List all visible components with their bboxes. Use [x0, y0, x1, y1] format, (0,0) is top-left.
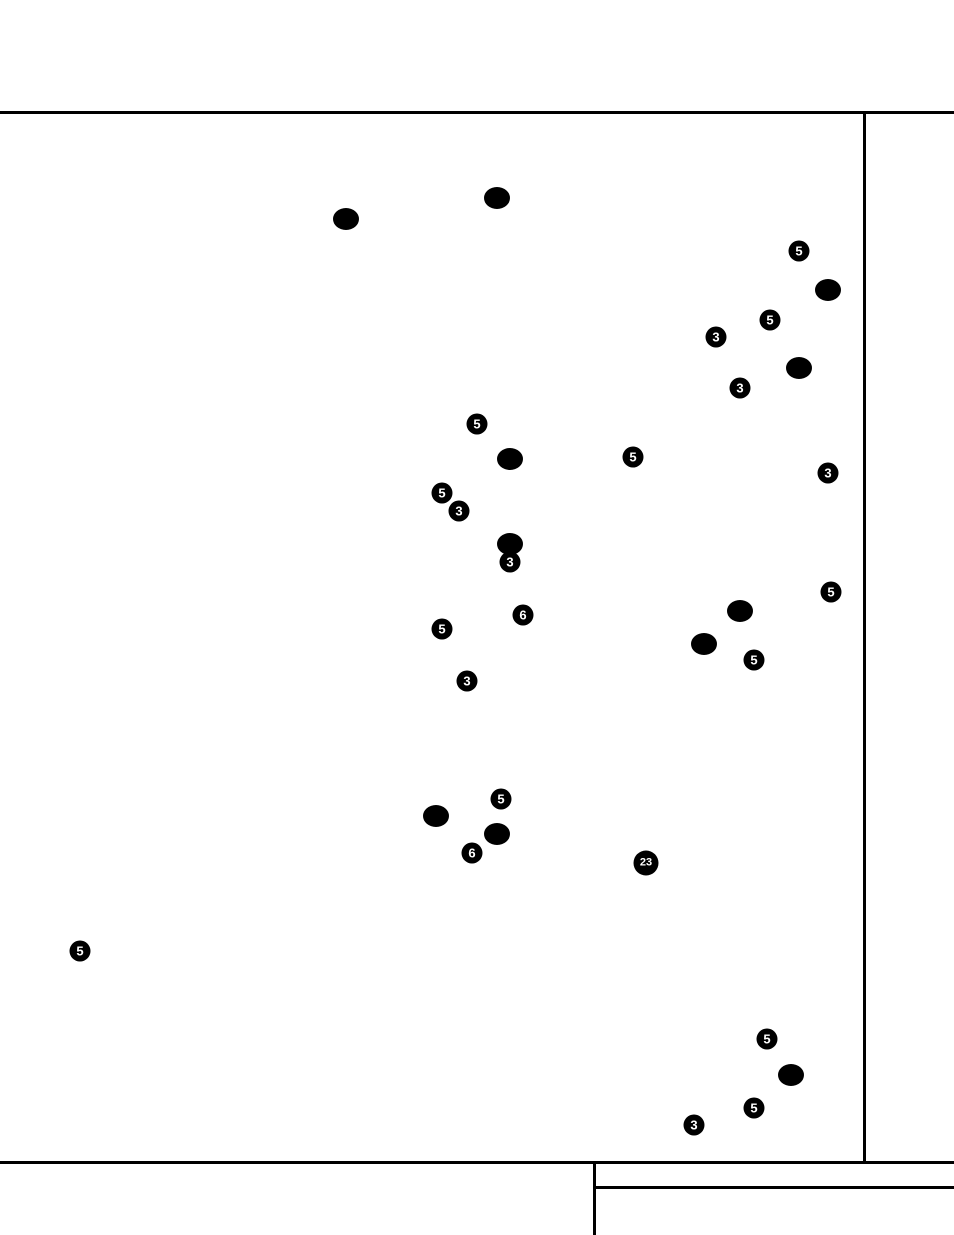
scatter-dot [497, 448, 523, 470]
frame-line [593, 1161, 596, 1235]
numbered-marker: 3 [818, 463, 839, 484]
numbered-marker: 5 [744, 650, 765, 671]
numbered-marker: 23 [634, 851, 659, 876]
numbered-marker: 3 [449, 501, 470, 522]
scatter-dot [484, 823, 510, 845]
numbered-marker: 3 [457, 671, 478, 692]
numbered-marker: 3 [684, 1115, 705, 1136]
scatter-dot [333, 208, 359, 230]
numbered-marker: 5 [432, 619, 453, 640]
frame-line [863, 111, 866, 1163]
numbered-marker: 5 [760, 310, 781, 331]
numbered-marker: 6 [513, 605, 534, 626]
frame-line [0, 1161, 954, 1164]
numbered-marker: 5 [70, 941, 91, 962]
numbered-marker: 5 [789, 241, 810, 262]
scatter-dot [815, 279, 841, 301]
scatter-dot [727, 600, 753, 622]
numbered-marker: 5 [432, 483, 453, 504]
frame-line [593, 1186, 954, 1189]
frame-line [0, 111, 954, 114]
scatter-dot [691, 633, 717, 655]
numbered-marker: 6 [462, 843, 483, 864]
numbered-marker: 5 [623, 447, 644, 468]
numbered-marker: 5 [467, 414, 488, 435]
diagram-canvas: 55335535335655356235553 [0, 0, 954, 1235]
scatter-dot [484, 187, 510, 209]
numbered-marker: 5 [821, 582, 842, 603]
numbered-marker: 3 [706, 327, 727, 348]
numbered-marker: 5 [757, 1029, 778, 1050]
scatter-dot [786, 357, 812, 379]
numbered-marker: 3 [730, 378, 751, 399]
numbered-marker: 5 [491, 789, 512, 810]
scatter-dot [423, 805, 449, 827]
numbered-marker: 3 [500, 552, 521, 573]
numbered-marker: 5 [744, 1098, 765, 1119]
scatter-dot [778, 1064, 804, 1086]
